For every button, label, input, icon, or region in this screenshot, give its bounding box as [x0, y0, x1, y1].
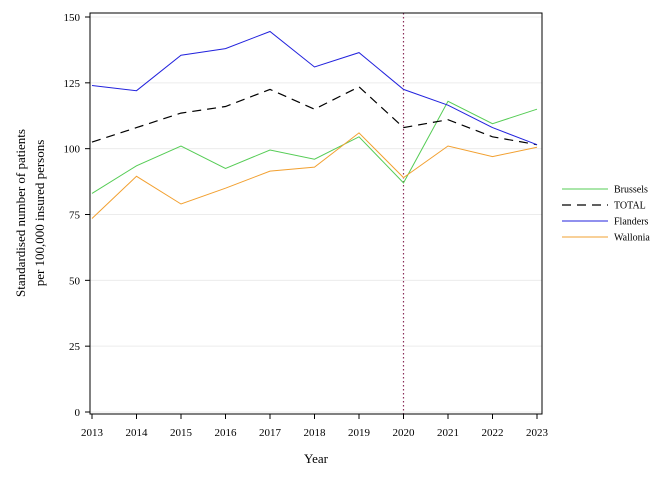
series-line-wallonia: [91, 132, 538, 219]
x-axis-title: Year: [304, 451, 329, 466]
y-tick-label-150: 150: [64, 12, 81, 24]
x-tick-label-2021: 2021: [437, 427, 459, 439]
x-tick-label-2018: 2018: [304, 427, 327, 439]
x-axis: 2013 2014 2015 2016 2017 2018 2019 2020 2021 2022…: [81, 414, 549, 439]
legend-label-total: TOTAL: [614, 201, 646, 212]
series-line-brussels: [91, 100, 538, 194]
x-tick-label-2022: 2022: [482, 427, 504, 439]
y-axis-title: Standardised number of patients: [13, 129, 28, 297]
gridlines: [90, 16, 542, 413]
x-tick-label-2019: 2019: [348, 427, 371, 439]
y-axis-title-2: per 100,000 insured persons: [32, 140, 47, 287]
legend-label-brussels: Brussels: [614, 185, 648, 196]
x-tick-label-2013: 2013: [81, 427, 104, 439]
y-axis: 0 25 50 75 100 125 150: [64, 12, 90, 419]
series-line-flanders: [91, 30, 538, 146]
x-tick-label-2023: 2023: [526, 427, 549, 439]
x-tick-label-2014: 2014: [126, 427, 149, 439]
x-tick-label-2017: 2017: [259, 427, 282, 439]
legend-label-wallonia: Wallonia: [614, 233, 650, 244]
x-tick-label-2020: 2020: [393, 427, 416, 439]
y-tick-label-100: 100: [64, 144, 81, 156]
x-tick-label-2015: 2015: [170, 427, 193, 439]
y-tick-label-125: 125: [64, 78, 81, 90]
series-lines: [91, 30, 538, 219]
legend: Brussels TOTAL Flanders Wallonia: [562, 185, 650, 244]
plot-frame: [89, 12, 543, 415]
series-line-total: [91, 86, 538, 146]
y-tick-label-50: 50: [69, 275, 81, 287]
y-tick-label-0: 0: [75, 407, 81, 419]
legend-label-flanders: Flanders: [614, 217, 649, 228]
x-tick-label-2016: 2016: [215, 427, 238, 439]
y-tick-label-25: 25: [69, 341, 81, 353]
y-tick-label-75: 75: [69, 210, 81, 222]
